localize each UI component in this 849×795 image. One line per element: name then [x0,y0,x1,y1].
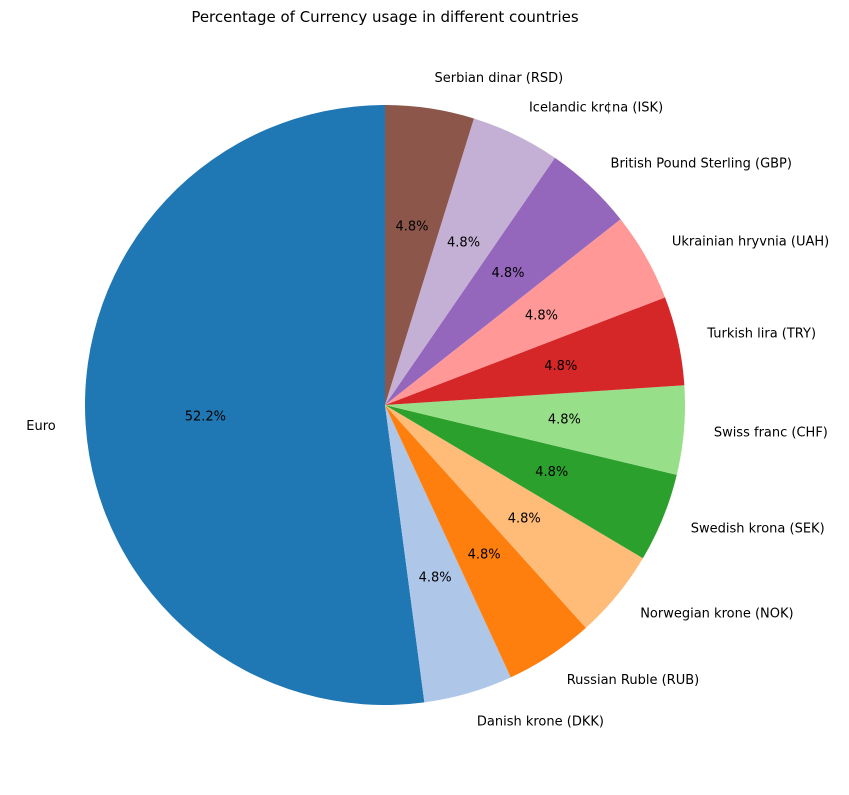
pie-slice-swiss-franc-chf [385,385,686,475]
slice-label: Norwegian krone (NOK) [640,607,793,622]
slice-percent-label: 4.8% [525,308,558,323]
slice-percent-label: 52.2% [185,409,226,424]
slice-percent-label: 4.8% [419,570,452,585]
pie-slice-euro [84,105,425,705]
slice-percent-label: 4.8% [508,512,541,527]
pie-slice-russian-ruble-rub [385,405,586,678]
slice-label: Icelandic kr¢na (ISK) [529,101,663,116]
slice-label: Turkish lira (TRY) [706,327,816,342]
slice-label: Swedish krona (SEK) [691,522,825,537]
chart-title: Percentage of Currency usage in differen… [191,8,579,26]
slice-label: Danish krone (DKK) [477,714,604,729]
pie-slice-serbian-dinar-rsd [385,105,474,405]
slice-percent-label: 4.8% [468,548,501,563]
pie-slice-turkish-lira-try [385,297,685,405]
slice-label: Ukrainian hryvnia (UAH) [672,234,829,249]
slice-percent-label: 4.8% [535,465,568,480]
slice-label: Swiss franc (CHF) [714,425,828,440]
pie-slice-norwegian-krone-nok [385,405,643,628]
slice-percent-label: 4.8% [544,359,577,374]
slice-label: Serbian dinar (RSD) [434,71,563,86]
pie-slice-british-pound-sterling-gbp [385,157,621,405]
slice-label: Russian Ruble (RUB) [567,673,699,688]
slice-percent-label: 4.8% [492,266,525,281]
pie-slice-swedish-krona-sek [385,405,677,559]
slice-percent-label: 4.8% [447,236,480,251]
pie-slices [84,105,686,705]
pie-slice-ukrainian-hryvnia-uah [385,219,666,405]
pie-labels: Euro Danish krone (DKK) Russian Ruble (RUB… [26,71,829,729]
slice-percent-label: 4.8% [395,220,428,235]
pie-slice-danish-krone-dkk [385,405,511,703]
pie-percent-labels: 52.2% 4.8% 4.8% 4.8% 4.8% 4.8% 4.8% 4.8% 4.8% 4.8… [185,220,581,586]
pie-slice-icelandic-kr-na-isk [385,118,555,405]
slice-label: Euro [26,419,56,434]
slice-percent-label: 4.8% [548,413,581,428]
slice-label: British Pound Sterling (GBP) [611,157,792,172]
